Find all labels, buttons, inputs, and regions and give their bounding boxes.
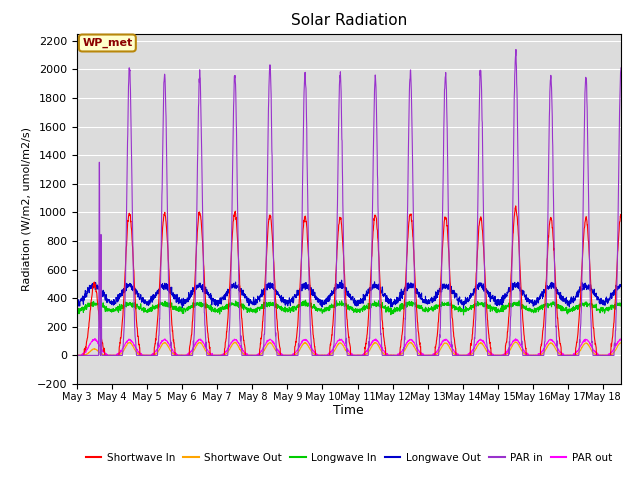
Title: Solar Radiation: Solar Radiation — [291, 13, 407, 28]
X-axis label: Time: Time — [333, 405, 364, 418]
Y-axis label: Radiation (W/m2, umol/m2/s): Radiation (W/m2, umol/m2/s) — [21, 127, 31, 291]
Legend: Shortwave In, Shortwave Out, Longwave In, Longwave Out, PAR in, PAR out: Shortwave In, Shortwave Out, Longwave In… — [81, 449, 616, 467]
Text: WP_met: WP_met — [82, 38, 132, 48]
